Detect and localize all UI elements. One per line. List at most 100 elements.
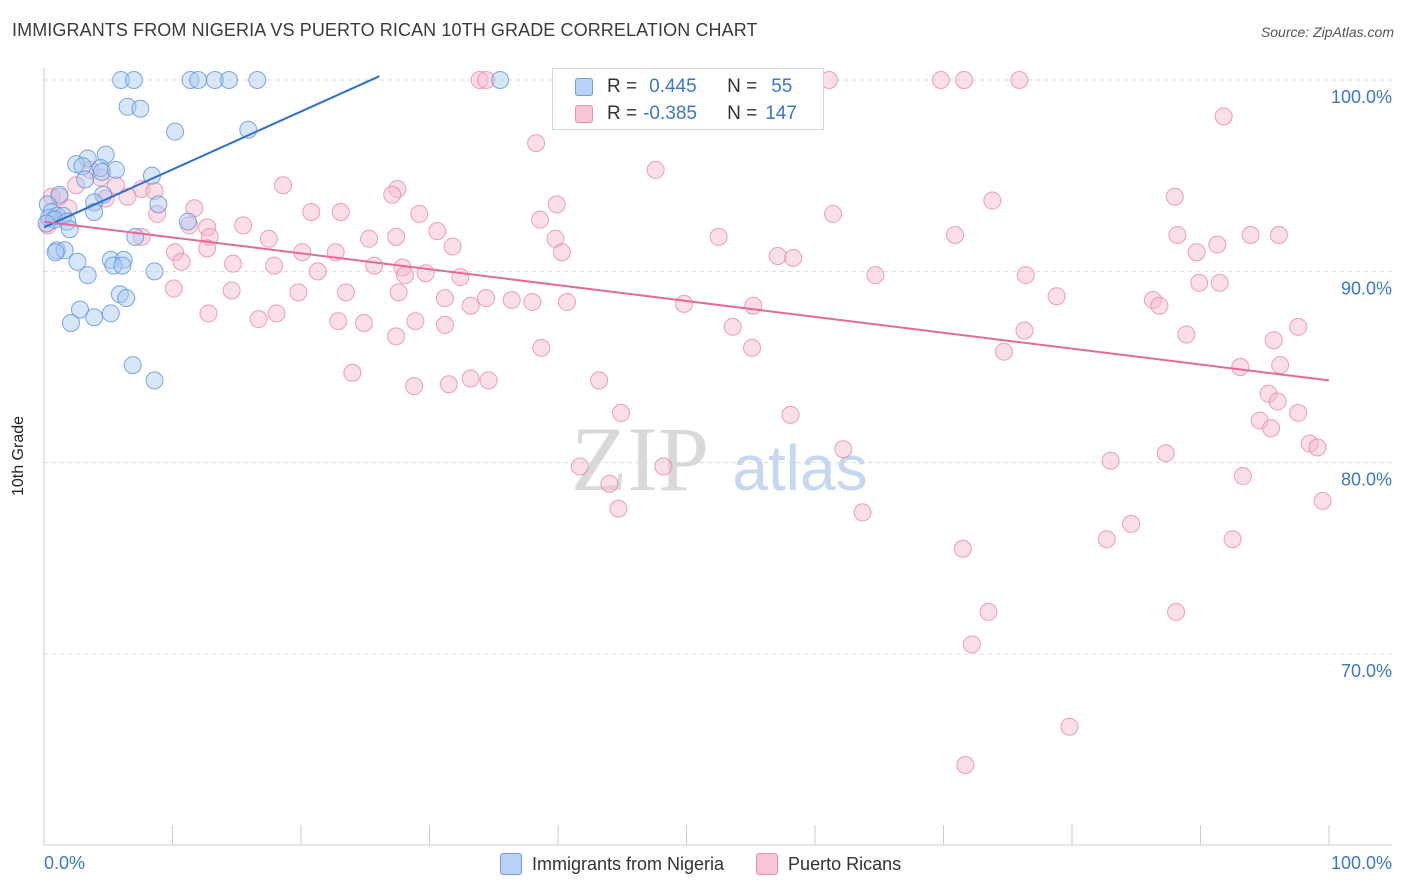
point-nigeria bbox=[145, 262, 164, 281]
point-puerto-rican bbox=[1165, 187, 1184, 206]
y-tick-label: 90.0% bbox=[1341, 278, 1392, 298]
watermark-zip: ZIP bbox=[571, 408, 709, 510]
point-puerto-rican bbox=[410, 204, 429, 223]
point-puerto-rican bbox=[461, 296, 480, 315]
point-puerto-rican bbox=[1259, 384, 1278, 403]
point-puerto-rican bbox=[784, 248, 803, 267]
legend-item-puerto-ricans[interactable]: Puerto Ricans bbox=[756, 853, 901, 875]
legend-n-label: N = bbox=[727, 103, 758, 124]
legend-row-puerto-rican: R = -0.385 N = 147 bbox=[575, 101, 797, 127]
point-puerto-rican bbox=[955, 71, 974, 89]
point-puerto-rican bbox=[531, 210, 550, 229]
point-puerto-rican bbox=[570, 457, 589, 476]
stats-legend: R = 0.445 N = 55 R = -0.385 N = 147 bbox=[552, 68, 824, 130]
point-puerto-rican bbox=[199, 304, 218, 323]
point-puerto-rican bbox=[223, 254, 242, 273]
point-puerto-rican bbox=[435, 315, 454, 334]
x-tick-label: 0.0% bbox=[44, 853, 85, 873]
point-puerto-rican bbox=[1289, 403, 1308, 422]
point-puerto-rican bbox=[106, 176, 125, 195]
legend-swatch-blue bbox=[500, 853, 522, 875]
point-puerto-rican bbox=[164, 279, 183, 298]
chart-title: IMMIGRANTS FROM NIGERIA VS PUERTO RICAN … bbox=[12, 20, 758, 40]
point-nigeria bbox=[61, 313, 80, 332]
point-puerto-rican bbox=[1016, 266, 1035, 285]
point-puerto-rican bbox=[853, 503, 872, 522]
point-puerto-rican bbox=[946, 225, 965, 244]
y-tick-label: 80.0% bbox=[1341, 470, 1392, 490]
point-nigeria bbox=[117, 289, 136, 308]
point-nigeria bbox=[46, 243, 65, 262]
legend-item-label: Immigrants from Nigeria bbox=[532, 853, 725, 874]
point-puerto-rican bbox=[1214, 107, 1233, 126]
point-nigeria bbox=[181, 71, 200, 89]
point-puerto-rican bbox=[1231, 358, 1250, 376]
legend-r-label: R = bbox=[607, 76, 638, 97]
point-puerto-rican bbox=[646, 160, 665, 179]
point-nigeria bbox=[114, 250, 133, 269]
point-nigeria bbox=[131, 99, 150, 118]
point-nigeria bbox=[96, 145, 115, 164]
point-puerto-rican bbox=[994, 342, 1013, 361]
point-puerto-rican bbox=[1167, 602, 1186, 621]
point-puerto-rican bbox=[834, 440, 853, 459]
point-puerto-rican bbox=[1271, 356, 1290, 375]
point-puerto-rican bbox=[1289, 317, 1308, 336]
point-nigeria bbox=[68, 252, 87, 271]
point-puerto-rican bbox=[439, 375, 458, 394]
point-puerto-rican bbox=[654, 457, 673, 476]
point-puerto-rican bbox=[1190, 273, 1209, 292]
point-puerto-rican bbox=[1187, 243, 1206, 262]
x-tick-label: 100.0% bbox=[1331, 853, 1392, 873]
point-puerto-rican bbox=[249, 310, 268, 329]
point-nigeria bbox=[113, 256, 132, 275]
point-puerto-rican bbox=[198, 239, 217, 258]
point-puerto-rican bbox=[823, 204, 842, 223]
point-nigeria bbox=[55, 241, 74, 260]
point-puerto-rican bbox=[360, 229, 379, 248]
point-nigeria bbox=[85, 308, 104, 327]
point-puerto-rican bbox=[1308, 438, 1327, 457]
legend-row-nigeria: R = 0.445 N = 55 bbox=[575, 74, 792, 100]
point-puerto-rican bbox=[1097, 530, 1116, 549]
point-puerto-rican bbox=[365, 256, 384, 275]
point-puerto-rican bbox=[1264, 331, 1283, 350]
point-puerto-rican bbox=[451, 268, 470, 287]
point-puerto-rican bbox=[222, 281, 241, 300]
point-nigeria bbox=[76, 170, 95, 189]
point-puerto-rican bbox=[166, 243, 185, 262]
point-puerto-rican bbox=[1177, 325, 1196, 344]
point-puerto-rican bbox=[91, 168, 110, 187]
trendline-puerto-rican bbox=[43, 220, 1330, 382]
point-nigeria bbox=[220, 71, 239, 89]
point-puerto-rican bbox=[609, 499, 628, 518]
trendline-nigeria bbox=[43, 75, 380, 229]
legend-n-value: 55 bbox=[771, 76, 793, 97]
point-nigeria bbox=[112, 71, 131, 89]
point-nigeria bbox=[85, 203, 104, 222]
point-nigeria bbox=[78, 266, 97, 285]
point-puerto-rican bbox=[744, 296, 763, 315]
point-puerto-rican bbox=[172, 252, 191, 271]
point-puerto-rican bbox=[523, 292, 542, 311]
point-puerto-rican bbox=[1210, 273, 1229, 292]
legend-r-label: R = bbox=[607, 103, 638, 124]
point-puerto-rican bbox=[962, 635, 981, 654]
legend-swatch-blue bbox=[575, 78, 593, 96]
point-puerto-rican bbox=[389, 283, 408, 302]
point-puerto-rican bbox=[435, 289, 454, 308]
legend-item-nigeria[interactable]: Immigrants from Nigeria bbox=[500, 853, 724, 875]
point-puerto-rican bbox=[405, 377, 424, 396]
point-puerto-rican bbox=[387, 227, 406, 246]
point-nigeria bbox=[126, 227, 145, 246]
point-nigeria bbox=[124, 71, 143, 89]
point-puerto-rican bbox=[866, 266, 885, 285]
point-puerto-rican bbox=[1060, 717, 1079, 736]
point-puerto-rican bbox=[336, 283, 355, 302]
point-puerto-rican bbox=[1047, 287, 1066, 306]
point-puerto-rican bbox=[331, 203, 350, 222]
point-puerto-rican bbox=[768, 247, 787, 266]
point-nigeria bbox=[178, 212, 197, 231]
point-puerto-rican bbox=[557, 292, 576, 311]
point-puerto-rican bbox=[1101, 451, 1120, 470]
